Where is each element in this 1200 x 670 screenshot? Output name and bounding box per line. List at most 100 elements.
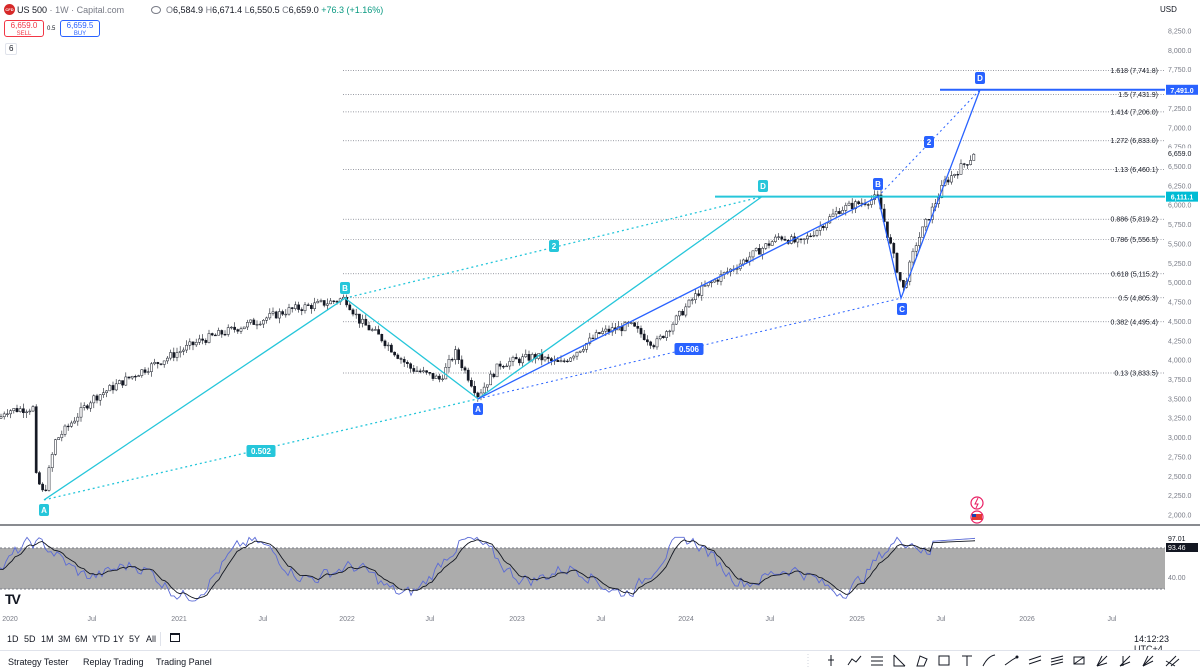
candle-body (246, 322, 249, 328)
candle-260 (831, 208, 835, 218)
range-3m[interactable]: 3M (58, 634, 71, 644)
candle-88 (281, 309, 284, 316)
candle-body (242, 326, 246, 330)
ruler-icon[interactable] (1050, 655, 1064, 666)
tab-trading-panel[interactable]: Trading Panel (156, 657, 212, 667)
candle-body (268, 313, 272, 319)
candle-165 (527, 350, 531, 362)
tab-strategy-tester[interactable]: Strategy Tester (8, 657, 69, 667)
calendar-icon[interactable] (170, 633, 180, 642)
range-all[interactable]: All (146, 634, 157, 644)
gann-icon[interactable] (1073, 656, 1085, 665)
blue-ratio-bd-bg[interactable] (924, 136, 934, 148)
text-icon[interactable] (962, 655, 972, 666)
candle-121 (386, 342, 390, 351)
candle-body (802, 238, 806, 240)
indicator-toggle[interactable]: 6 (5, 43, 18, 55)
rectangle-box-icon[interactable] (938, 655, 950, 666)
channel-icon[interactable] (1028, 655, 1042, 665)
blue-pattern-legs[interactable] (477, 89, 981, 400)
cyan-ratio-bd-bg[interactable] (549, 240, 559, 252)
blue-point-b-bg[interactable] (873, 178, 883, 190)
cyan-point-a-bg[interactable] (39, 504, 49, 516)
time-tick-3: Jul (259, 616, 268, 623)
buy-price: 6,659.5 (66, 21, 94, 30)
tradingview-logo[interactable]: TV (5, 591, 21, 607)
blue-point-c-bg[interactable] (897, 303, 907, 315)
zoom-icon[interactable] (1142, 655, 1154, 667)
candle-206 (658, 334, 662, 341)
brush-icon[interactable] (982, 654, 996, 667)
candle-body (425, 370, 428, 373)
range-1y[interactable]: 1Y (113, 634, 125, 644)
candle-body (38, 472, 41, 485)
cyan-ratio-ac-bg[interactable] (246, 445, 276, 457)
candle-43 (137, 374, 140, 377)
range-1m[interactable]: 1M (41, 634, 54, 644)
candle-1 (2, 411, 6, 420)
candle-213 (681, 308, 684, 316)
blue-point-a-bg[interactable] (473, 403, 483, 415)
candle-body (98, 394, 102, 401)
candle-body (745, 259, 748, 262)
symbol-title[interactable]: US 500 · 1W · Capital.com (17, 5, 124, 15)
forecast-icon[interactable] (1119, 655, 1131, 667)
sell-button[interactable]: 6,659.0 SELL (4, 20, 44, 37)
symbol-logo-icon[interactable]: CFD (4, 4, 15, 15)
candle-body (50, 454, 54, 468)
dividend-event-icon[interactable] (970, 496, 984, 510)
range-5d[interactable]: 5D (24, 634, 36, 644)
fib-retracement-icon[interactable] (871, 656, 883, 666)
candle-144 (460, 355, 464, 371)
candle-162 (518, 357, 521, 366)
candle-194 (620, 323, 624, 337)
interval-label: 1W (55, 5, 69, 15)
candle-body (623, 322, 627, 332)
range-1d[interactable]: 1D (7, 634, 19, 644)
candle-body (566, 360, 569, 363)
range-ytd[interactable]: YTD (92, 634, 110, 644)
ohlc-key-close: C (282, 5, 289, 15)
currency-selector[interactable]: USD (1160, 5, 1177, 14)
cyan-point-d-bg[interactable] (758, 180, 768, 192)
clock[interactable]: 14:12:23 UTC+4 (1134, 634, 1170, 654)
tab-replay-trading[interactable]: Replay Trading (83, 657, 144, 667)
blue-point-d-bg[interactable] (975, 72, 985, 84)
candle-285 (911, 248, 915, 267)
blue-point-b: B (875, 180, 881, 189)
candle-188 (601, 327, 604, 335)
measure-icon[interactable] (1096, 655, 1108, 667)
path-icon[interactable] (847, 655, 862, 666)
range-5y[interactable]: 5Y (129, 634, 141, 644)
arrow-icon[interactable] (1004, 655, 1019, 666)
candle-10 (31, 405, 35, 412)
candle-148 (473, 380, 476, 397)
candle-40 (127, 376, 131, 380)
candle-64 (204, 338, 208, 346)
rectangle-icon[interactable] (916, 655, 928, 667)
blue-ratio-ac-bg[interactable] (674, 343, 704, 355)
candle-35 (111, 381, 115, 394)
candle-body (636, 326, 640, 329)
eye-icon[interactable] (151, 6, 161, 14)
candle-22 (70, 420, 73, 428)
triangle-icon[interactable] (893, 654, 906, 667)
price-tick-0: 8,250.0 (1168, 29, 1191, 36)
cyan-point-b-bg[interactable] (340, 282, 350, 294)
range-6m[interactable]: 6M (75, 634, 88, 644)
buy-button[interactable]: 6,659.5 BUY (60, 20, 100, 37)
candle-body (751, 250, 755, 258)
vertical-line-icon[interactable] (828, 655, 834, 666)
candle-body (716, 279, 720, 282)
candle-33 (105, 390, 108, 398)
price-chart[interactable]: 1.618 (7,741.8) 1.5 (7,431.9) 1.414 (7,206… (0, 0, 1200, 628)
cyan-pattern-legs[interactable] (43, 196, 763, 501)
candle-body (812, 235, 816, 237)
candle-134 (428, 371, 432, 376)
candle-body (770, 241, 774, 246)
harmonic-patterns[interactable]: A B D 0.502 2 A B C D 0.506 2 (39, 72, 1165, 516)
candle-303 (969, 155, 972, 166)
candle-147 (470, 377, 473, 388)
osc-value-1-badge (1166, 534, 1198, 543)
more-tools-icon[interactable] (1165, 655, 1180, 667)
